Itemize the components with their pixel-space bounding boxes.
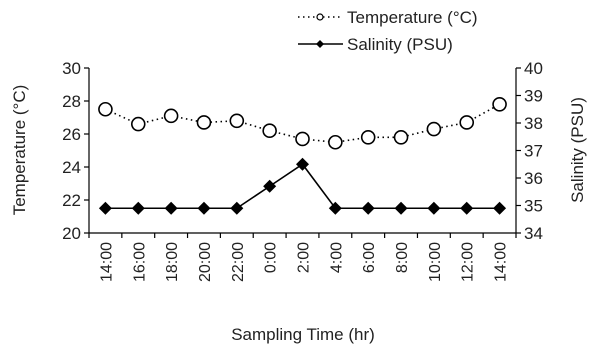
x-tick-label: 18:00	[164, 242, 181, 282]
right-tick-label: 40	[524, 59, 543, 78]
salinity-series	[98, 157, 507, 215]
x-axis-ticks: 14:00 16:00 18:00 20:00 22:00 0:00 2:00 4:00 6:0…	[88, 233, 517, 282]
temperature-point	[196, 115, 212, 130]
temperature-point	[328, 134, 343, 150]
x-tick-label: 0:00	[263, 242, 280, 273]
x-tick-label: 6:00	[361, 242, 378, 273]
salinity-point	[263, 179, 277, 193]
x-tick-label: 10:00	[427, 242, 444, 282]
temperature-point	[229, 113, 245, 129]
legend-item-temperature: Temperature (°C)	[298, 8, 478, 27]
right-tick-label: 38	[524, 114, 543, 133]
temperature-point	[492, 97, 507, 112]
y-right-axis-title: Salinity (PSU)	[568, 97, 587, 203]
left-tick-label: 22	[62, 191, 81, 210]
right-axis-ticks: 34 35 36 37 38 39 40	[516, 59, 543, 243]
x-tick-label: 2:00	[296, 242, 313, 273]
left-tick-label: 24	[62, 158, 81, 177]
legend-item-salinity: Salinity (PSU)	[298, 35, 453, 54]
left-tick-label: 26	[62, 125, 81, 144]
left-axis-ticks: 20 22 24 26 28 30	[62, 59, 89, 243]
temperature-point	[98, 101, 113, 117]
right-tick-label: 35	[524, 197, 543, 216]
salinity-line	[105, 163, 500, 210]
x-tick-label: 12:00	[460, 242, 477, 282]
salinity-point	[460, 201, 474, 215]
temperature-point	[459, 115, 475, 130]
x-tick-label: 4:00	[328, 242, 345, 273]
left-tick-label: 28	[62, 92, 81, 111]
salinity-point	[230, 201, 244, 215]
right-tick-label: 39	[524, 87, 543, 106]
temperature-point	[360, 130, 376, 145]
temperature-point	[163, 108, 179, 124]
x-axis-title: Sampling Time (hr)	[231, 325, 375, 344]
salinity-point	[296, 157, 309, 171]
right-tick-label: 37	[524, 142, 543, 161]
left-tick-label: 20	[62, 224, 81, 243]
legend: Temperature (°C) Salinity (PSU)	[298, 8, 478, 54]
y-left-axis-title: Temperature (°C)	[10, 85, 29, 216]
legend-salinity-label: Salinity (PSU)	[347, 35, 453, 54]
temperature-point	[130, 116, 146, 132]
x-tick-label: 8:00	[394, 242, 411, 273]
x-tick-label: 14:00	[493, 242, 510, 282]
salinity-point	[493, 201, 507, 215]
legend-temperature-marker	[316, 13, 324, 21]
right-tick-label: 36	[524, 169, 543, 188]
x-tick-label: 16:00	[131, 242, 148, 282]
salinity-point	[164, 201, 178, 215]
x-tick-label: 14:00	[98, 242, 115, 282]
salinity-point	[328, 201, 342, 215]
x-tick-label: 20:00	[197, 242, 214, 282]
temperature-point	[262, 123, 277, 138]
salinity-point	[427, 201, 441, 215]
temperature-series	[98, 97, 507, 150]
legend-temperature-label: Temperature (°C)	[347, 8, 478, 27]
salinity-point	[98, 201, 112, 215]
salinity-point	[197, 201, 211, 215]
temperature-point	[426, 121, 442, 137]
salinity-point	[131, 201, 145, 215]
right-tick-label: 34	[524, 224, 543, 243]
salinity-point	[361, 201, 375, 215]
legend-salinity-marker	[316, 40, 324, 48]
left-tick-label: 30	[62, 59, 81, 78]
temperature-point	[295, 131, 310, 147]
x-tick-label: 22:00	[230, 242, 247, 282]
salinity-point	[394, 201, 408, 215]
temperature-point	[393, 130, 409, 145]
